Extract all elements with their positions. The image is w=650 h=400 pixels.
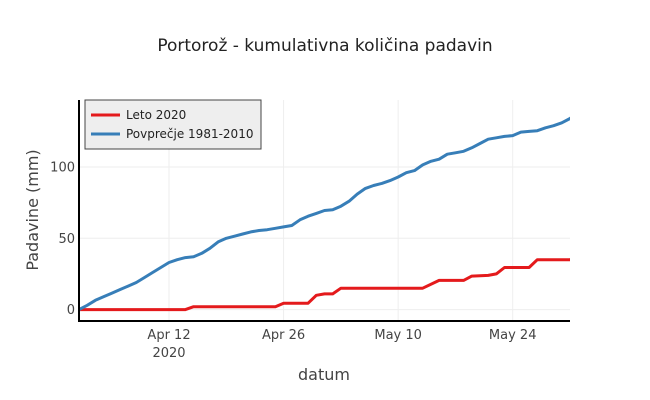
legend-label-leto-2020: Leto 2020: [126, 108, 186, 122]
legend-box: [84, 99, 262, 150]
legend-label-povprecje: Povprečje 1981-2010: [126, 127, 253, 141]
x-tick-label: May 24: [489, 328, 537, 343]
tick-labels: 0 50 100 Apr 12 2020 Apr 26 May 10 May 24: [50, 161, 536, 361]
series-lines: [79, 116, 570, 312]
series-line-leto-2020: [79, 258, 570, 312]
series-line-povpre-je-1981-2010: [79, 116, 570, 312]
x-tick-year-label: 2020: [152, 346, 185, 361]
y-axis-label: Padavine (mm): [23, 149, 42, 270]
x-tick-label: Apr 26: [262, 328, 305, 343]
y-tick-label: 100: [50, 161, 75, 176]
y-tick-label: 50: [58, 232, 75, 247]
x-tick-label: Apr 12: [147, 328, 190, 343]
chart-title: Portorož - kumulativna količina padavin: [157, 36, 492, 56]
legend: Leto 2020 Povprečje 1981-2010: [84, 99, 262, 150]
x-axis-label: datum: [298, 365, 350, 384]
y-tick-label: 0: [67, 303, 75, 318]
x-tick-label: May 10: [374, 328, 422, 343]
